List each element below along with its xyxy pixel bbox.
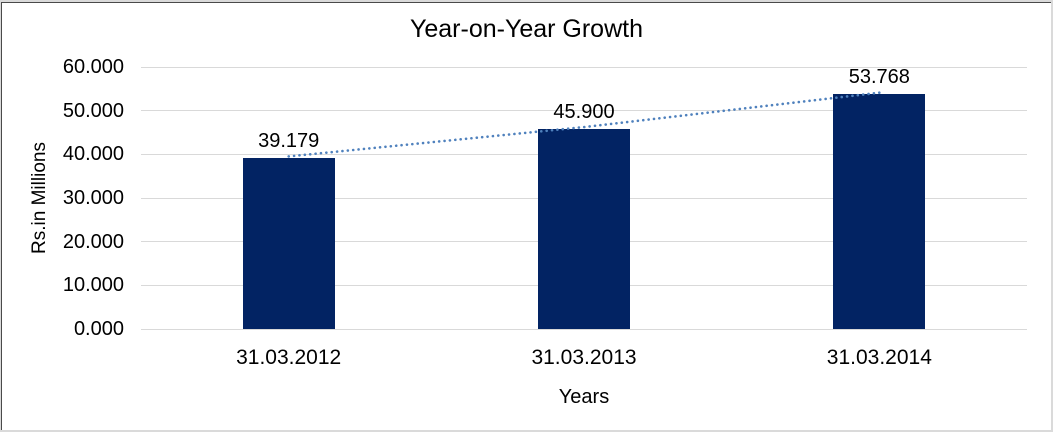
chart-title: Year-on-Year Growth — [409, 15, 643, 43]
frame-border-right — [1051, 0, 1053, 432]
y-tick-label: 10.000 — [62, 274, 124, 297]
frame-border-bottom — [0, 430, 1053, 432]
gridline — [141, 328, 1027, 330]
y-tick-label: 60.000 — [62, 56, 124, 78]
bar-31.03.2012 — [242, 157, 335, 329]
y-tick-label: 50.000 — [62, 99, 124, 122]
bar-31.03.2013 — [538, 128, 630, 329]
x-category-label: 31.03.2013 — [531, 346, 637, 369]
bar-31.03.2014 — [833, 94, 926, 329]
x-axis-title: Years — [558, 386, 610, 408]
x-category-label: 31.03.2014 — [826, 346, 932, 369]
plot-area: 39.179 45.900 53.768 — [141, 66, 1027, 330]
y-tick-label: 0.000 — [73, 318, 124, 340]
frame-border-left-light — [0, 0, 1, 432]
y-tick-label: 30.000 — [62, 187, 124, 209]
frame-border-top-dark — [0, 2, 1053, 3]
y-tick-label: 40.000 — [62, 143, 124, 166]
gridline — [141, 66, 1027, 68]
frame-border-top-light — [0, 0, 1053, 2]
bar-value-label: 39.179 — [258, 129, 320, 152]
bar-value-label: 45.900 — [553, 100, 615, 123]
x-category-label: 31.03.2012 — [236, 346, 342, 369]
bar-value-label: 53.768 — [848, 66, 910, 89]
y-tick-label: 20.000 — [62, 230, 124, 253]
frame-border-left-dark — [1, 3, 2, 432]
